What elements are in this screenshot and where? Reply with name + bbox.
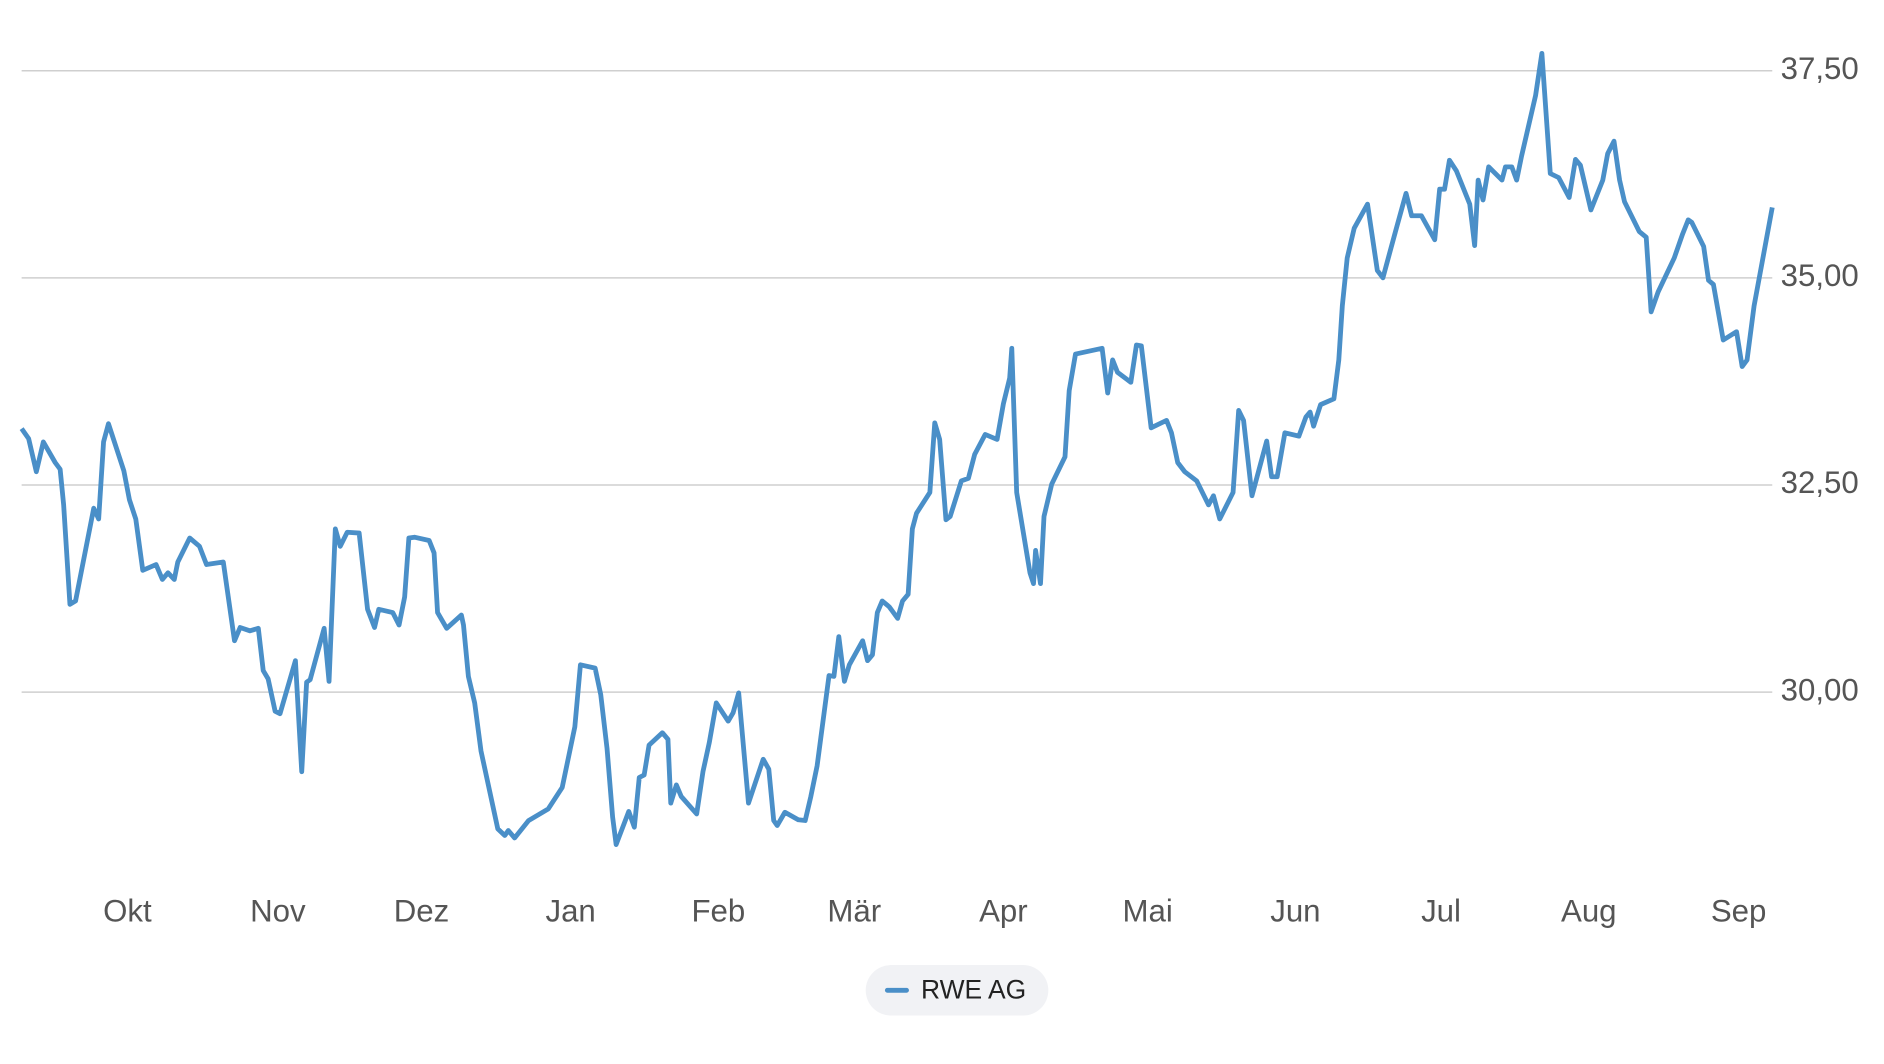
x-tick-label: Dez [394, 894, 450, 929]
legend-label: RWE AG [921, 974, 1026, 1004]
series-line [19, 50, 1775, 847]
y-tick-label: 37,50 [1781, 51, 1859, 86]
x-tick-label: Apr [979, 894, 1028, 929]
x-tick-label: Jul [1421, 894, 1461, 929]
x-tick-label: Mär [827, 894, 881, 929]
y-tick-label: 32,50 [1781, 465, 1859, 500]
x-tick-label: Aug [1561, 894, 1617, 929]
x-tick-label: Sep [1711, 894, 1767, 929]
x-tick-label: Feb [691, 894, 745, 929]
x-tick-label: Jan [545, 894, 595, 929]
x-tick-label: Nov [250, 894, 306, 929]
y-tick-label: 30,00 [1781, 672, 1859, 707]
y-tick-label: 35,00 [1781, 258, 1859, 293]
x-tick-label: Jun [1270, 894, 1320, 929]
x-tick-label: Mai [1122, 894, 1172, 929]
legend-box [865, 965, 1049, 1016]
x-tick-label: Okt [103, 894, 152, 929]
